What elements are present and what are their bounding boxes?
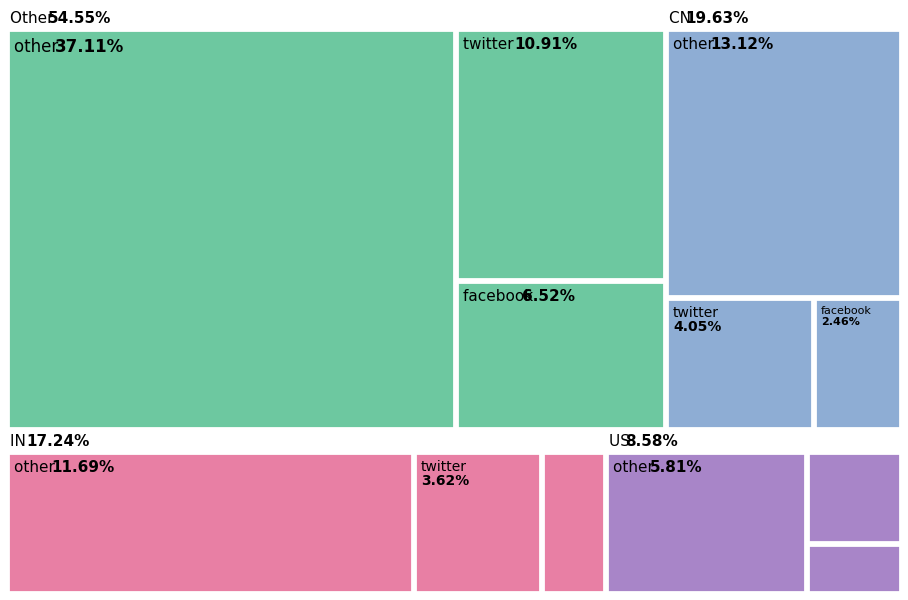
Text: 11.69%: 11.69% xyxy=(52,460,114,475)
Bar xyxy=(815,299,900,428)
Bar xyxy=(458,30,664,280)
Text: IN: IN xyxy=(10,434,31,449)
Text: other: other xyxy=(14,460,60,475)
Bar xyxy=(8,30,454,428)
Text: 19.63%: 19.63% xyxy=(686,11,749,26)
Bar xyxy=(543,454,604,592)
Text: 2.46%: 2.46% xyxy=(821,317,860,328)
Bar xyxy=(458,283,664,428)
Text: twitter: twitter xyxy=(420,460,467,475)
Bar xyxy=(607,454,805,592)
Bar xyxy=(667,30,900,296)
Text: US: US xyxy=(608,434,635,449)
Text: 10.91%: 10.91% xyxy=(515,37,577,52)
Bar xyxy=(808,454,900,542)
Bar xyxy=(8,454,412,592)
Text: 5.81%: 5.81% xyxy=(650,460,703,475)
Text: facebook: facebook xyxy=(821,306,872,316)
Bar xyxy=(808,545,900,592)
Text: 3.62%: 3.62% xyxy=(420,475,469,488)
Text: other: other xyxy=(613,460,658,475)
Bar xyxy=(667,299,812,428)
Text: 13.12%: 13.12% xyxy=(710,37,774,52)
Text: twitter: twitter xyxy=(673,306,719,320)
Text: 4.05%: 4.05% xyxy=(673,320,721,334)
Text: 54.55%: 54.55% xyxy=(47,11,111,26)
Text: CN: CN xyxy=(669,11,696,26)
Text: facebook: facebook xyxy=(463,289,538,304)
Text: 8.58%: 8.58% xyxy=(626,434,678,449)
Text: 37.11%: 37.11% xyxy=(54,38,124,56)
Text: other: other xyxy=(14,38,64,56)
Text: other: other xyxy=(673,37,719,52)
Text: 6.52%: 6.52% xyxy=(521,289,575,304)
Bar xyxy=(415,454,540,592)
Text: 17.24%: 17.24% xyxy=(26,434,90,449)
Text: twitter: twitter xyxy=(463,37,518,52)
Text: Other: Other xyxy=(10,11,58,26)
